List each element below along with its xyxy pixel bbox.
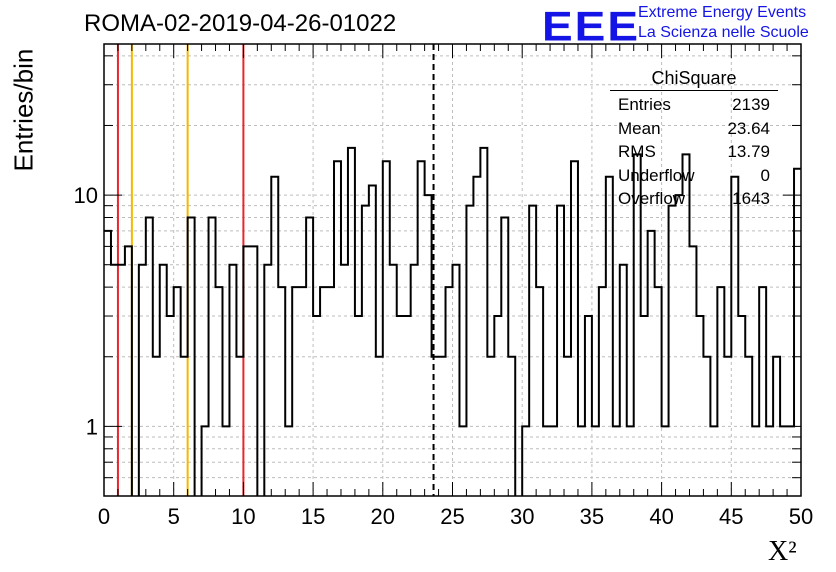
logo-caption-line1: Extreme Energy Events <box>638 4 807 21</box>
x-axis-label: X² <box>768 536 797 567</box>
reference-lines-layer <box>116 44 435 496</box>
x-tick-label: 40 <box>649 504 673 529</box>
stats-box: ChiSquare Entries 2139 Mean 23.64 RMS 13… <box>610 68 778 211</box>
x-tick-label: 20 <box>371 504 395 529</box>
stats-row: RMS 13.79 <box>610 140 778 164</box>
y-axis-label: Entries/bin <box>8 48 39 172</box>
stats-value: 0 <box>760 165 770 185</box>
x-tick-label: 15 <box>301 504 325 529</box>
x-tick-label: 10 <box>231 504 255 529</box>
histogram-outline <box>104 146 801 496</box>
stats-label: RMS <box>618 142 656 161</box>
logo-caption-line2: La Scienza nelle Scuole <box>638 24 809 41</box>
x-tick-label: 5 <box>168 504 180 529</box>
stats-label: Entries <box>618 95 671 114</box>
x-tick-label: 50 <box>789 504 813 529</box>
x-tick-label: 45 <box>719 504 743 529</box>
y-tick-label: 10 <box>74 183 98 208</box>
stats-label: Mean <box>618 118 661 138</box>
x-tick-label: 0 <box>98 504 110 529</box>
x-tick-label: 35 <box>580 504 604 529</box>
eee-logo: EEE <box>542 2 641 50</box>
x-tick-label: 25 <box>440 504 464 529</box>
histogram-layer <box>104 146 801 496</box>
stats-row: Overflow 1643 <box>610 187 778 211</box>
stats-row: Underflow 0 <box>610 164 778 188</box>
chart-title: ROMA-02-2019-04-26-01022 <box>84 10 397 37</box>
stats-label: Underflow <box>618 165 695 185</box>
x-tick-label: 30 <box>510 504 534 529</box>
y-tick-label: 1 <box>86 414 98 439</box>
stats-title: ChiSquare <box>610 68 778 91</box>
stats-row: Entries 2139 <box>610 93 778 117</box>
stats-row: Mean 23.64 <box>610 117 778 141</box>
stats-value: 2139 <box>732 95 770 114</box>
stats-value: 23.64 <box>727 118 770 138</box>
axes-layer: 0 5 10 15 20 25 30 35 40 45 50 1 10 <box>74 43 813 529</box>
stats-label: Overflow <box>618 189 686 208</box>
stats-value: 13.79 <box>727 142 770 161</box>
stats-value: 1643 <box>732 189 770 208</box>
